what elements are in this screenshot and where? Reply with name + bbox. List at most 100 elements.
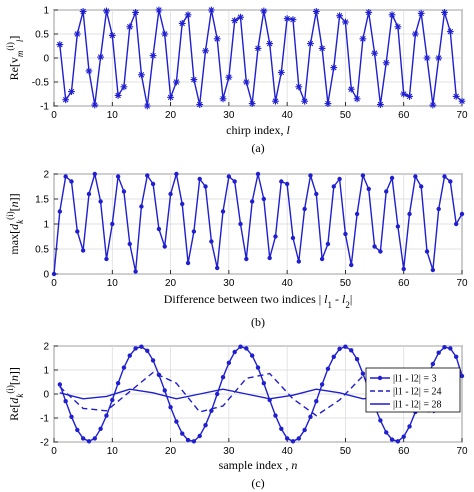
data-point	[133, 269, 138, 274]
data-point	[349, 262, 354, 268]
data-point	[104, 413, 109, 418]
data-point	[342, 18, 349, 26]
data-point	[442, 345, 447, 350]
data-point	[226, 174, 232, 179]
data-point	[184, 11, 192, 19]
series-line	[59, 9, 463, 107]
data-point	[295, 83, 303, 91]
data-point	[424, 249, 430, 254]
data-point	[232, 349, 237, 355]
data-point	[249, 353, 255, 358]
data-point	[289, 16, 297, 23]
series-line	[59, 371, 457, 417]
data-point	[191, 229, 197, 234]
y-tick-label: -2	[40, 438, 49, 449]
data-point	[220, 375, 226, 380]
data-point	[139, 344, 144, 349]
panel-a-ylabel: Re[vm(i)l]	[5, 36, 25, 81]
data-point	[296, 436, 301, 441]
x-tick-label: 10	[107, 110, 119, 121]
data-point	[138, 71, 145, 79]
y-tick-label: 0	[43, 270, 49, 281]
data-point	[97, 53, 105, 61]
data-point	[73, 30, 81, 38]
panel-a-label: (a)	[251, 141, 264, 155]
data-point	[384, 189, 389, 194]
data-point	[145, 348, 150, 353]
y-tick-label: 0	[43, 54, 49, 65]
data-point	[401, 266, 406, 272]
data-point	[314, 191, 319, 197]
x-tick-label: 70	[456, 110, 468, 121]
panel-c-xlabel: sample index , n	[219, 458, 298, 472]
data-point	[207, 6, 215, 14]
data-point	[347, 85, 355, 93]
data-point	[430, 361, 436, 367]
data-point	[302, 206, 307, 212]
data-point	[284, 436, 290, 441]
data-point	[209, 408, 214, 413]
panel-c-label: (c)	[251, 476, 264, 490]
data-point	[389, 175, 395, 181]
data-point	[330, 64, 338, 71]
y-tick-label: 1	[43, 220, 49, 231]
x-tick-label: 20	[165, 278, 177, 289]
data-point	[108, 32, 116, 39]
data-point	[63, 399, 68, 404]
x-tick-label: 60	[398, 278, 410, 289]
data-point	[360, 371, 366, 376]
data-point	[115, 381, 121, 386]
data-point	[413, 174, 418, 179]
data-point	[110, 221, 115, 227]
data-point	[168, 191, 173, 197]
y-tick-label: 2	[43, 170, 49, 181]
x-tick-label: 20	[165, 446, 177, 457]
data-point	[325, 241, 331, 247]
data-point	[57, 209, 63, 214]
data-point	[226, 360, 232, 365]
data-point	[384, 430, 389, 435]
data-point	[56, 41, 64, 48]
x-tick-label: 10	[107, 446, 119, 457]
data-point	[242, 78, 250, 86]
data-point	[185, 260, 191, 266]
data-point	[162, 388, 167, 393]
data-point	[203, 423, 208, 428]
data-point	[267, 255, 272, 261]
data-point	[68, 88, 75, 95]
data-point	[301, 97, 309, 105]
data-point	[400, 90, 408, 98]
data-point	[359, 35, 367, 43]
data-point	[103, 7, 110, 15]
data-point	[215, 391, 220, 397]
data-point	[92, 436, 98, 441]
data-point	[145, 173, 150, 178]
data-point	[395, 224, 401, 229]
data-point	[453, 221, 459, 227]
data-point	[277, 69, 285, 76]
data-point	[80, 436, 86, 441]
data-point	[435, 54, 443, 62]
data-point	[261, 196, 267, 202]
data-point	[290, 439, 296, 444]
data-point	[453, 354, 459, 359]
data-point	[296, 259, 301, 264]
panel-c-legend: |l1 - l2| = 3 |l1 - l2| = 24 |l1 - l2| = 2…	[365, 367, 461, 413]
data-point	[127, 353, 132, 358]
data-point	[255, 365, 261, 370]
data-point	[260, 7, 268, 15]
data-point	[378, 418, 383, 423]
data-point	[353, 95, 361, 103]
data-point	[86, 191, 92, 197]
x-tick-label: 60	[398, 446, 410, 457]
data-point	[318, 45, 326, 52]
x-tick-label: 40	[282, 110, 294, 121]
data-point	[324, 100, 332, 107]
data-point	[115, 174, 121, 179]
data-point	[180, 431, 185, 436]
data-point	[419, 184, 424, 189]
panel-c-ylabel: Re[dk(i)[n]]	[5, 367, 25, 421]
data-point	[407, 424, 412, 429]
panel-b-xlabel: Difference between two indices | l1 - l2…	[164, 292, 353, 310]
data-point	[156, 226, 162, 232]
